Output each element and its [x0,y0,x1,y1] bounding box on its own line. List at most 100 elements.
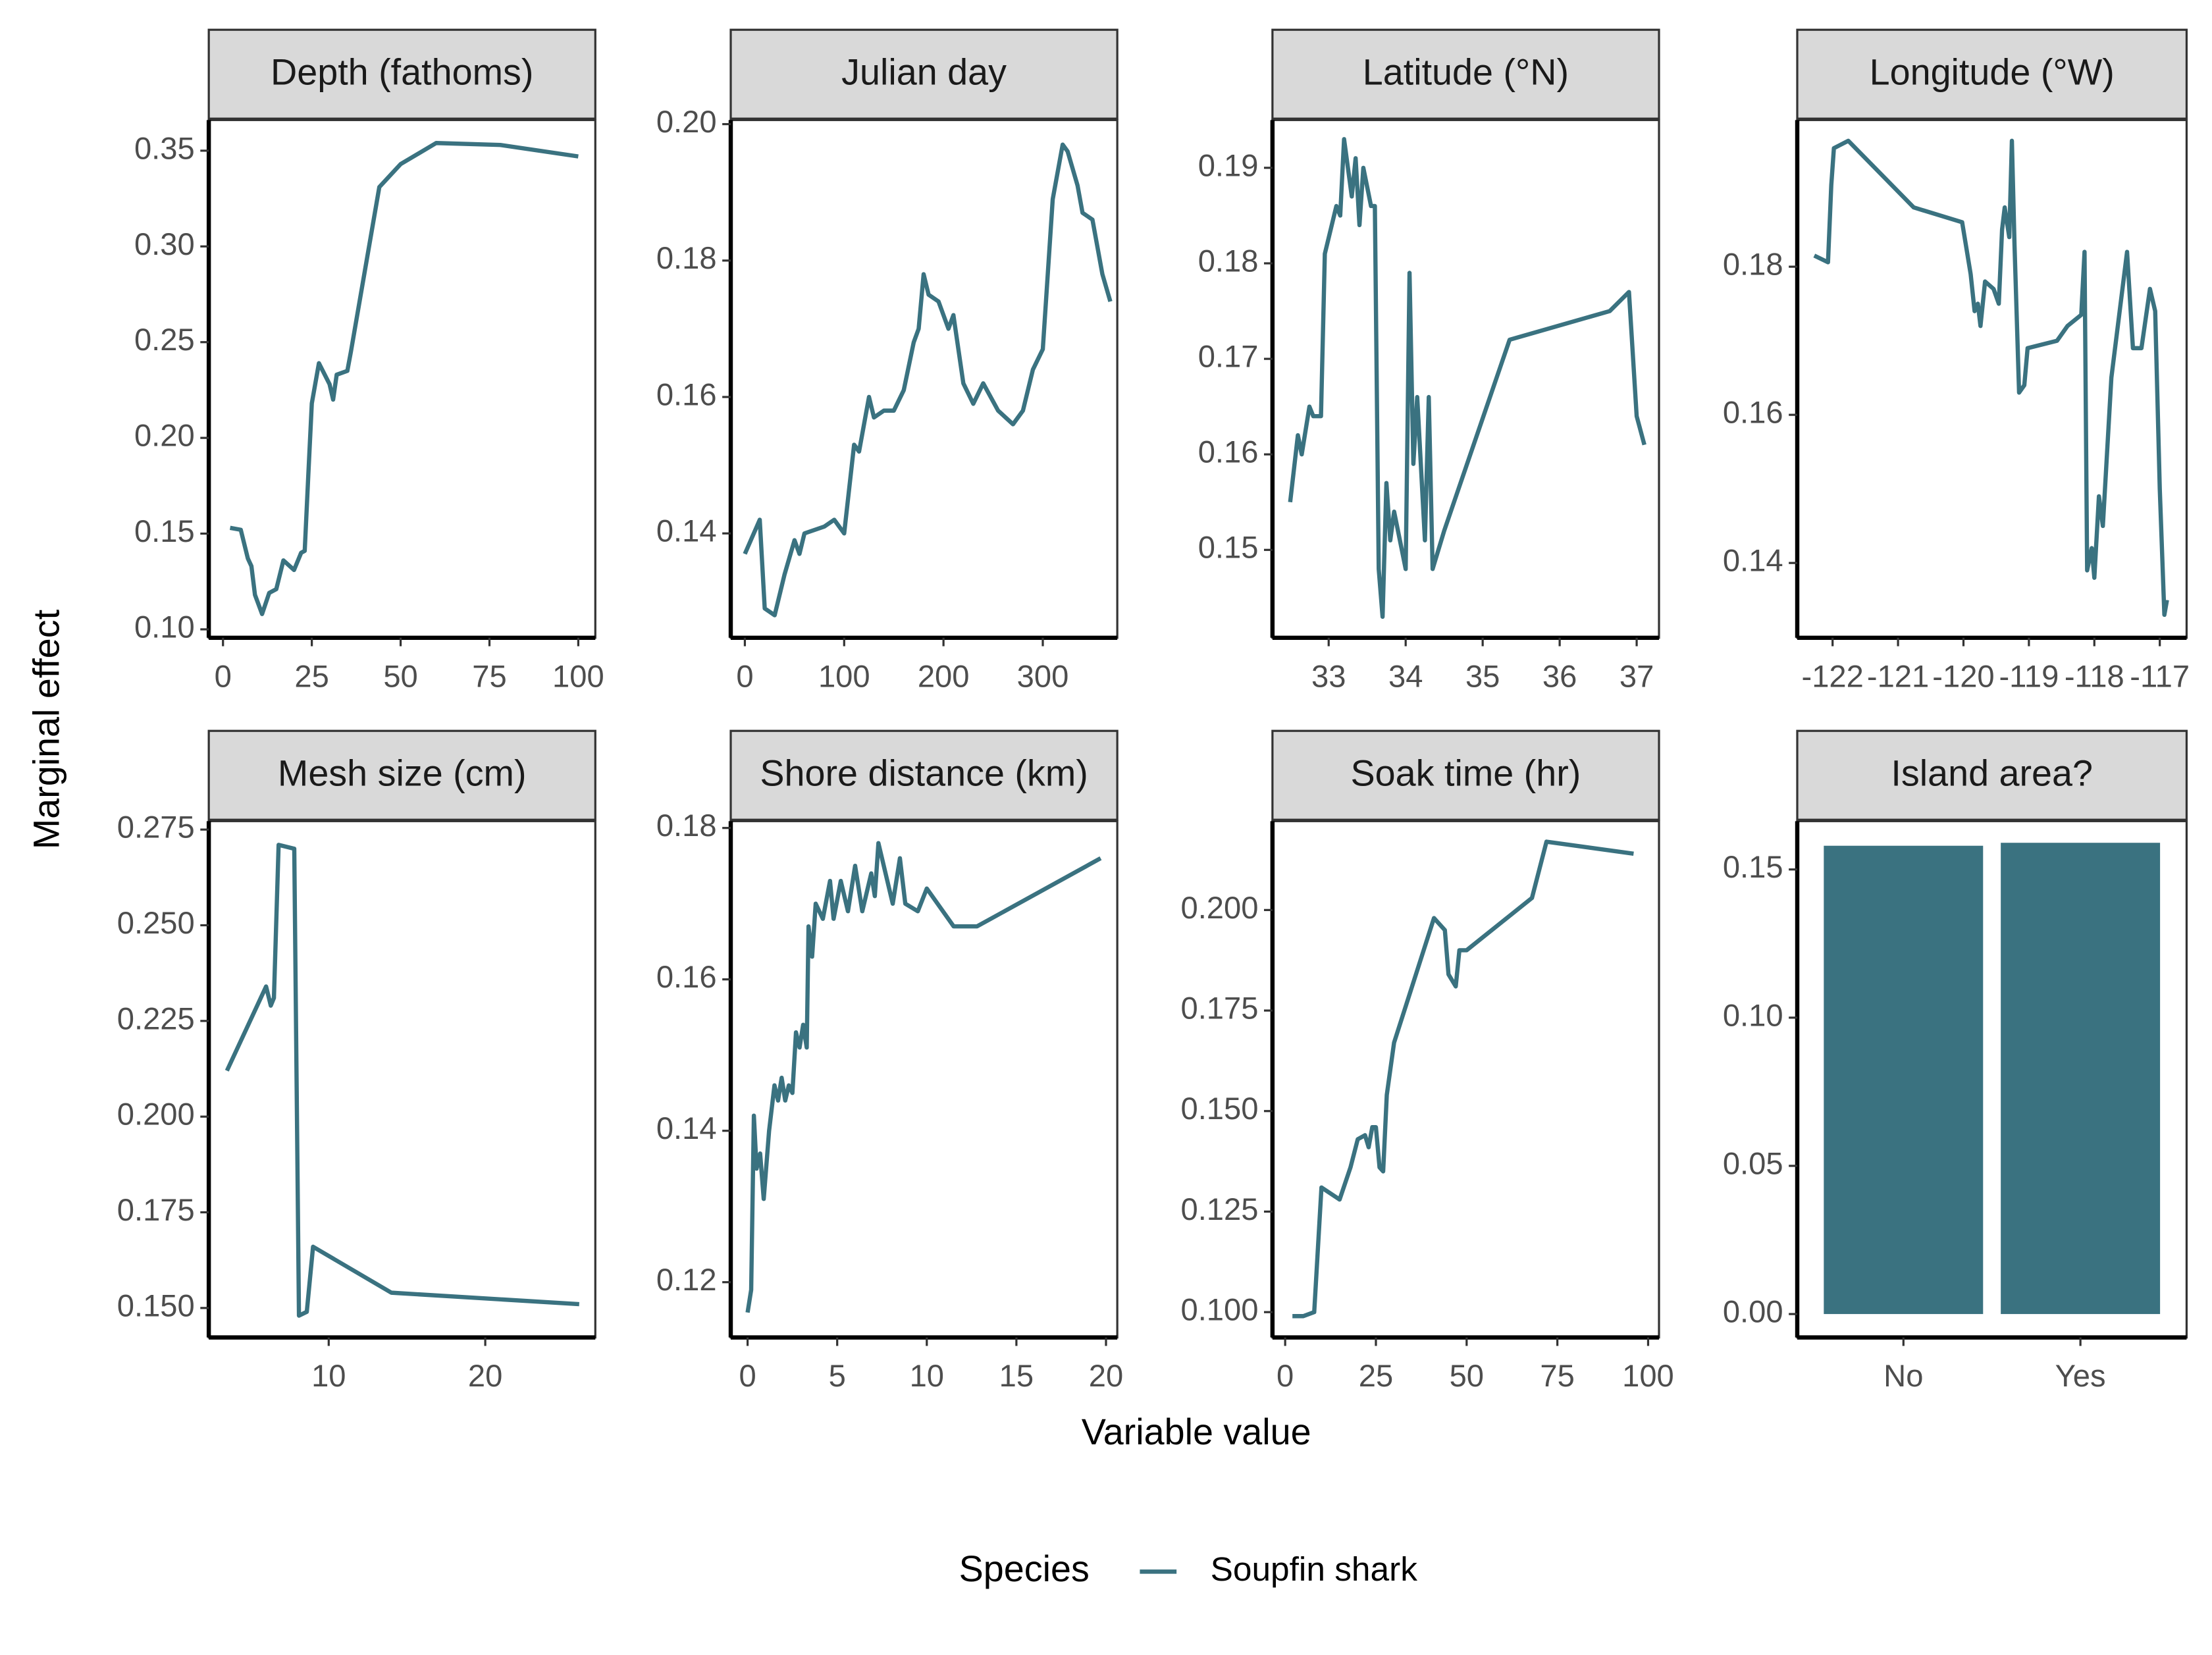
panel-title: Soak time (hr) [1351,753,1581,794]
y-tick-label: 0.275 [117,810,195,845]
y-tick-label: 0.18 [656,808,717,843]
y-tick-label: 0.250 [117,905,195,940]
x-tick-label: 50 [383,658,417,693]
x-tick-label: -117 [2130,658,2190,693]
effect-line [743,142,1113,617]
y-tick-label: 0.19 [1198,147,1259,182]
strip-box [1271,729,1660,821]
y-tick-label: 0.15 [1198,530,1259,565]
x-tick-label: 20 [1089,1358,1123,1393]
y-tick-label: 0.14 [1723,543,1783,578]
y-tick-label: 0.225 [117,1001,195,1036]
panel-title: Depth (fathoms) [271,52,533,93]
x-tick-label: 10 [311,1358,346,1393]
effect-line [229,141,579,616]
panel-title: Shore distance (km) [760,753,1088,794]
x-tick-label: -119 [1999,658,2059,693]
bar [1824,845,1984,1315]
panel-title: Island area? [1891,753,2093,794]
strip-box [729,28,1119,120]
y-tick-label: 0.15 [134,513,195,548]
panel-title: Longitude (°W) [1870,52,2115,93]
x-tick-label: 37 [1620,658,1654,693]
x-tick-label: 0 [215,658,232,693]
y-tick-label: 0.18 [1723,247,1783,282]
y-tick-label: 0.16 [656,377,717,411]
strip-box [1796,729,2188,821]
bar [2001,843,2161,1315]
x-tick-label: 25 [1359,1358,1393,1393]
x-tick-label: -120 [1932,658,1994,693]
effect-line [745,841,1102,1313]
x-tick-label: -118 [2065,658,2124,693]
strip-box [207,28,596,120]
y-tick-label: 0.10 [1723,997,1783,1032]
x-tick-label: 0 [1277,1358,1294,1393]
panel-title: Latitude (°N) [1363,52,1569,93]
y-tick-label: 0.125 [1180,1192,1258,1226]
legend-label: Soupfin shark [1211,1550,1418,1588]
x-tick-label: -122 [1802,658,1864,693]
y-tick-label: 0.20 [134,418,195,453]
x-tick-label: Yes [2055,1358,2106,1393]
x-tick-label: 5 [829,1358,846,1393]
y-axis-title: Marginal effect [26,609,67,849]
y-tick-label: 0.150 [117,1288,195,1323]
y-tick-label: 0.05 [1723,1145,1783,1180]
effect-line [1288,137,1646,619]
y-tick-label: 0.30 [134,226,195,261]
x-tick-label: 34 [1388,658,1423,693]
strip-box [207,729,596,821]
legend-title: Species [959,1548,1090,1589]
x-tick-label: 0 [736,658,753,693]
y-tick-label: 0.200 [117,1097,195,1132]
x-tick-label: 35 [1465,658,1500,693]
y-tick-label: 0.175 [117,1192,195,1227]
y-tick-label: 0.14 [656,513,717,548]
panel-title: Mesh size (cm) [278,753,527,794]
x-tick-label: No [1883,1358,1923,1393]
effect-line [224,843,579,1318]
x-tick-label: 100 [1622,1358,1674,1393]
x-tick-label: 75 [472,658,506,693]
x-tick-label: 100 [818,658,870,693]
y-tick-label: 0.150 [1180,1091,1258,1126]
panel-title: Julian day [841,52,1007,93]
y-tick-label: 0.100 [1180,1292,1258,1327]
x-tick-label: 25 [294,658,329,693]
y-tick-label: 0.10 [134,609,195,644]
x-tick-label: 33 [1311,658,1346,693]
x-tick-label: 36 [1542,658,1577,693]
effect-line [1813,138,2169,617]
strip-box [729,729,1119,821]
x-axis-title: Variable value [1082,1411,1311,1452]
y-tick-label: 0.18 [656,240,717,275]
y-tick-label: 0.16 [1723,395,1783,430]
x-tick-label: 20 [468,1358,502,1393]
y-tick-label: 0.14 [656,1111,717,1145]
y-tick-label: 0.12 [656,1262,717,1297]
y-tick-label: 0.18 [1198,243,1259,278]
x-tick-label: 100 [552,658,604,693]
x-tick-label: 0 [739,1358,756,1393]
y-tick-label: 0.00 [1723,1294,1783,1329]
x-tick-label: 15 [999,1358,1034,1393]
y-tick-label: 0.15 [1723,849,1783,884]
x-tick-label: -121 [1867,658,1929,693]
effect-line [1292,839,1634,1319]
y-tick-label: 0.25 [134,322,195,357]
x-tick-label: 75 [1540,1358,1574,1393]
y-tick-label: 0.200 [1180,890,1258,925]
y-tick-label: 0.20 [656,104,717,139]
y-tick-label: 0.16 [656,959,717,994]
x-tick-label: 300 [1017,658,1069,693]
y-tick-label: 0.16 [1198,434,1259,469]
y-tick-label: 0.175 [1180,991,1258,1026]
x-tick-label: 50 [1450,1358,1484,1393]
x-tick-label: 10 [910,1358,944,1393]
strip-box [1796,28,2188,120]
y-tick-label: 0.17 [1198,339,1259,374]
strip-box [1271,28,1660,120]
